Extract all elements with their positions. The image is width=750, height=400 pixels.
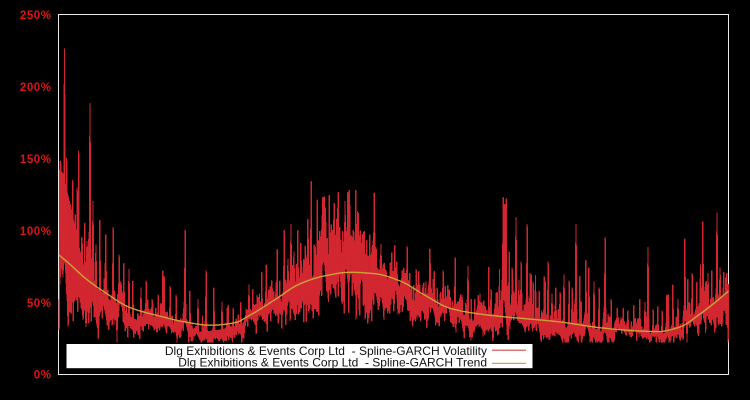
- svg-text:250%: 250%: [20, 10, 52, 22]
- svg-text:Dlg Exhibitions & Events Corp: Dlg Exhibitions & Events Corp Ltd - Spli…: [178, 355, 487, 369]
- svg-text:150%: 150%: [20, 154, 52, 166]
- svg-text:50%: 50%: [27, 298, 52, 310]
- svg-text:100%: 100%: [20, 226, 52, 238]
- svg-text:Dlg Exhibitions & Events Corp: Dlg Exhibitions & Events Corp Ltd - Spli…: [165, 344, 487, 358]
- svg-text:0%: 0%: [34, 370, 52, 382]
- svg-text:200%: 200%: [20, 82, 52, 94]
